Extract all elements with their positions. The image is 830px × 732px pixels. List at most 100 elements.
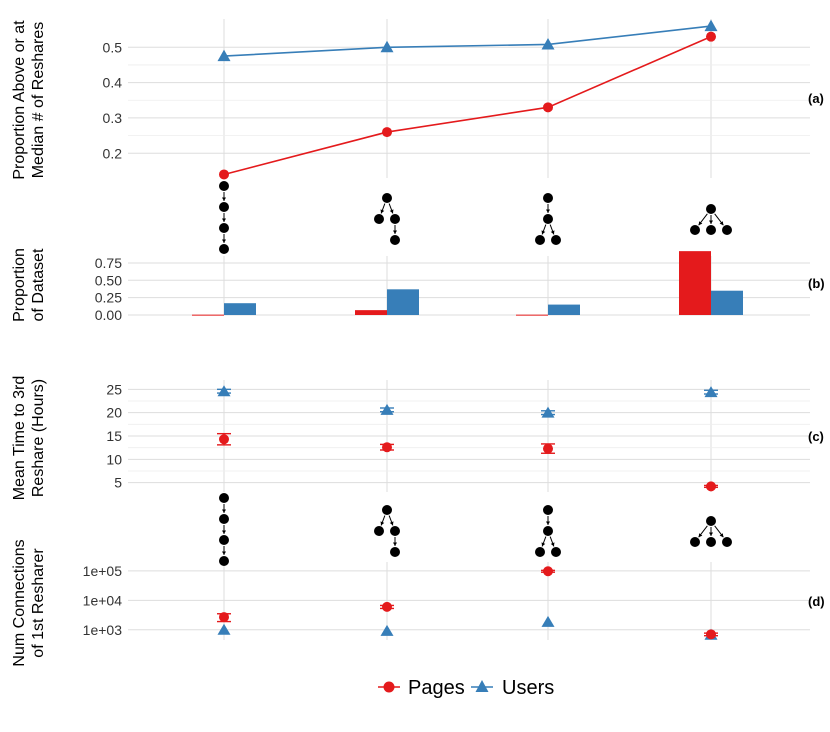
chain-node-bottom-1 — [219, 514, 229, 524]
star-root-top — [706, 204, 716, 214]
tree2-leaf-bottom — [390, 547, 400, 557]
bar-users-1 — [387, 289, 419, 315]
bar-users-3 — [711, 290, 743, 315]
y-axis-title-line-0-0: Proportion Above or at — [11, 20, 28, 180]
tree2-right-bottom — [390, 526, 400, 536]
legend-pages-marker — [383, 681, 395, 693]
ytick-label-1-1: 0.25 — [95, 290, 122, 306]
star-edge-top-2-head — [719, 221, 724, 226]
star-leaf-top-1 — [706, 225, 716, 235]
bar-users-0 — [224, 303, 256, 315]
tree2-root-top — [382, 193, 392, 203]
point-pages-1 — [382, 127, 392, 138]
point-users-2-0 — [217, 385, 231, 397]
y-axis-title-line-0-1: Median # of Reshares — [30, 22, 47, 179]
tree2-left-bottom — [374, 526, 384, 536]
tree3-left-top — [535, 235, 545, 245]
text-layer: 0.2 0.3 0.4 0.5 Proportion Above or at Median… — [11, 20, 825, 667]
series-line-users — [223, 25, 712, 57]
y-axis-title-line-3-0: Num Connections — [11, 539, 28, 666]
ytick-label-1-0: 0.00 — [95, 307, 122, 323]
panel-label-2: (c) — [808, 429, 824, 444]
point-pages-2-0 — [219, 434, 229, 445]
panel-label-1: (b) — [808, 276, 825, 291]
legend: Pages Users — [378, 677, 554, 699]
point-users-3-2 — [541, 615, 555, 627]
point-pages-3-1 — [382, 601, 392, 612]
point-pages-2-3 — [706, 481, 716, 492]
tree3-mid-bottom — [543, 526, 553, 536]
bar-users-2 — [548, 304, 580, 315]
ytick-label-1-3: 0.75 — [95, 255, 122, 271]
star-edge-top-0-head — [698, 221, 703, 226]
tree2-edge-c-bottom-head — [393, 542, 397, 546]
chain-edge-top-2-head — [222, 239, 226, 243]
ytick-label-2-0: 5 — [114, 475, 122, 491]
tree3-edge-b-top-head — [541, 230, 546, 235]
point-pages-3 — [706, 31, 716, 42]
point-pages-0 — [219, 169, 229, 180]
ytick-label-2-3: 20 — [106, 405, 122, 421]
star-leaf-bottom-0 — [690, 537, 700, 547]
point-users-0 — [217, 49, 231, 62]
point-pages-2-2 — [543, 443, 553, 454]
bar-pages-1 — [355, 310, 387, 315]
tree3-edge-b-bottom-head — [541, 542, 546, 547]
tree3-left-bottom — [535, 547, 545, 557]
tree2-left-top — [374, 214, 384, 224]
point-users-3-0 — [217, 623, 231, 635]
chain-node-bottom-3 — [219, 556, 229, 566]
point-users-2-2 — [541, 406, 555, 418]
star-edge-bottom-0-head — [698, 533, 703, 538]
chain-edge-bottom-2-head — [222, 551, 226, 555]
star-leaf-bottom-1 — [706, 537, 716, 547]
ytick-label-0-1: 0.3 — [103, 110, 123, 126]
series-line-pages — [223, 35, 712, 176]
tree2-edge-a-top-head — [380, 209, 385, 214]
ytick-label-3-2: 1e+05 — [83, 563, 123, 579]
y-axis-title-3: Num Connections of 1st Resharer — [11, 539, 47, 666]
ytick-label-3-1: 1e+04 — [83, 592, 123, 608]
point-users-2-1 — [380, 403, 394, 415]
tree3-mid-top — [543, 214, 553, 224]
bar-pages-0 — [192, 314, 224, 316]
chain-node-top-2 — [219, 223, 229, 233]
tree2-right-top — [390, 214, 400, 224]
point-users-1 — [380, 40, 394, 53]
ytick-label-3-0: 1e+03 — [83, 622, 123, 638]
grid-layer — [128, 19, 810, 640]
bar-pages-3 — [679, 251, 711, 315]
tree2-edge-b-top-head — [389, 209, 394, 214]
ytick-label-0-2: 0.4 — [103, 75, 123, 91]
ytick-label-2-2: 15 — [106, 428, 122, 444]
ytick-label-0-3: 0.5 — [103, 39, 123, 55]
star-edge-bottom-2-head — [719, 533, 724, 538]
chain-node-top-3 — [219, 244, 229, 254]
chain-edge-top-0-head — [222, 197, 226, 201]
y-axis-title-0: Proportion Above or at Median # of Reshar… — [11, 20, 47, 180]
point-pages-2 — [543, 102, 553, 113]
star-leaf-bottom-2 — [722, 537, 732, 547]
chain-node-top-0 — [219, 181, 229, 191]
y-axis-title-line-2-1: Reshare (Hours) — [30, 379, 47, 497]
ytick-label-0-0: 0.2 — [103, 145, 123, 161]
cascade-icons-top — [219, 181, 732, 254]
y-axis-title-line-2-0: Mean Time to 3rd — [11, 376, 28, 501]
chain-node-bottom-2 — [219, 535, 229, 545]
tree3-right-top — [551, 235, 561, 245]
panel-label-0: (a) — [808, 91, 824, 106]
tree2-root-bottom — [382, 505, 392, 515]
y-axis-title-1: Proportion of Dataset — [11, 248, 47, 322]
y-axis-title-line-1-0: Proportion — [11, 248, 28, 322]
chain-node-bottom-0 — [219, 493, 229, 503]
y-axis-title-2: Mean Time to 3rd Reshare (Hours) — [11, 376, 47, 501]
tree3-right-bottom — [551, 547, 561, 557]
point-pages-2-1 — [382, 442, 392, 453]
y-axis-title-line-1-1: of Dataset — [30, 248, 47, 321]
tree3-edge-c-top-head — [550, 230, 555, 235]
graph-icons-layer — [219, 181, 732, 566]
point-pages-3-3 — [706, 629, 716, 640]
star-edge-top-1-head — [709, 220, 713, 224]
star-leaf-top-2 — [722, 225, 732, 235]
